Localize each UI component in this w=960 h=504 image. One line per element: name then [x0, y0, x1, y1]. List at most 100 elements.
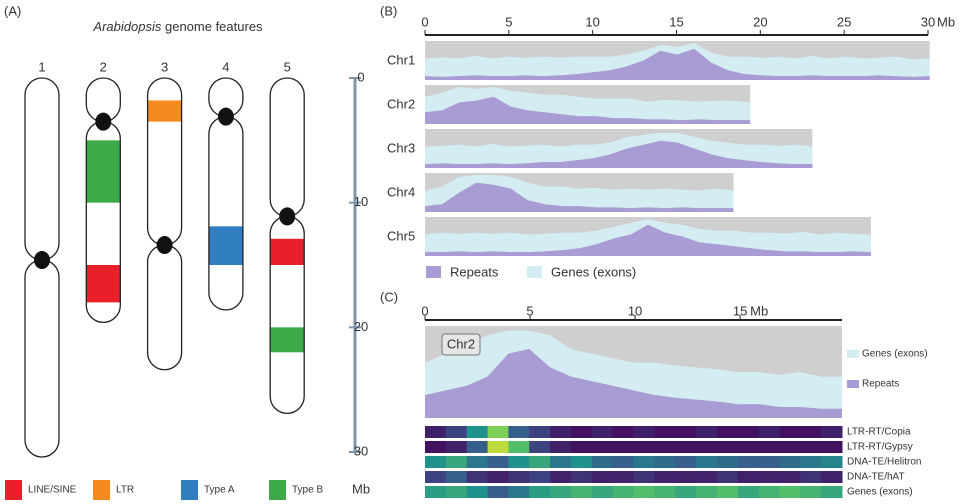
heatmap-cell [737, 486, 760, 498]
heatmap-cell [466, 441, 489, 453]
heatmap-cell [654, 426, 676, 438]
y-tick-label: 10 [354, 194, 368, 209]
repeats-area [425, 224, 871, 256]
heatmap-cell [696, 456, 718, 468]
legend-swatch [93, 480, 110, 500]
band [270, 327, 305, 353]
heatmap-cell [445, 486, 468, 498]
heatmap-cell [550, 486, 572, 498]
track-label: Genes (exons) [847, 487, 913, 498]
heatmap-cell [800, 456, 822, 468]
heatmap-cell [800, 471, 822, 483]
chromosome-arm [208, 116, 243, 310]
legend-label: Type B [292, 485, 323, 496]
x-tick-label: 30 [921, 14, 935, 29]
row-label: Chr5 [387, 228, 415, 243]
heatmap-cell [800, 426, 822, 438]
heatmap-cell [779, 441, 801, 453]
heatmap-cell [445, 456, 468, 468]
title-rest: genome features [165, 19, 263, 34]
legend-label: Repeats [862, 379, 899, 390]
axis-unit: Mb [352, 481, 370, 496]
centromere [34, 251, 50, 270]
heatmap-cell [508, 471, 530, 483]
y-tick-label: 30 [354, 443, 368, 458]
legend-swatch [181, 480, 198, 500]
heatmap-cell [550, 426, 572, 438]
heatmap-cell [612, 441, 634, 453]
x-tick-label: 5 [505, 14, 512, 29]
centromere [95, 112, 112, 131]
chromosome-arm [86, 78, 121, 122]
heatmap-cell [737, 441, 760, 453]
chromosome-arm [25, 260, 59, 457]
heatmap-cell [633, 426, 655, 438]
heatmap-cell [508, 456, 530, 468]
axis-unit: Mb [750, 303, 768, 318]
heatmap-cell [675, 471, 697, 483]
heatmap-cell [633, 441, 655, 453]
y-tick-label: 20 [354, 319, 368, 334]
heatmap-cell [779, 471, 801, 483]
heatmap-cell [508, 426, 530, 438]
genes-area [425, 86, 751, 121]
heatmap-cell [508, 441, 530, 453]
chromosome-arm [147, 245, 182, 370]
heatmap-cell [425, 426, 447, 438]
chromosome-label: 3 [161, 59, 168, 74]
heatmap-cell [529, 456, 551, 468]
heatmap-cell [800, 441, 822, 453]
heatmap-cell [508, 486, 530, 498]
heatmap-cell [487, 426, 509, 438]
repeats-area [425, 349, 842, 418]
heatmap-cell [591, 456, 614, 468]
heatmap-cell [675, 486, 697, 498]
repeats-area [425, 140, 813, 168]
legend-swatch [847, 380, 859, 388]
centromere [279, 207, 296, 226]
heatmap-cell [821, 471, 843, 483]
heatmap-cell [821, 426, 843, 438]
band [86, 265, 121, 303]
heatmap-cell [612, 426, 634, 438]
chromosome-arm [270, 216, 305, 414]
heatmap-cell [696, 471, 718, 483]
heatmap-cell [529, 471, 551, 483]
heatmap-cell [466, 426, 489, 438]
heatmap-cell [612, 456, 634, 468]
band [147, 100, 182, 122]
heatmap-cell [716, 441, 739, 453]
heatmap-cell [800, 486, 822, 498]
x-tick-label: 25 [837, 14, 851, 29]
legend-label: LTR [116, 485, 134, 496]
row-label: Chr3 [387, 140, 415, 155]
legend-swatch [269, 480, 286, 500]
heatmap-cell [821, 486, 843, 498]
heatmap-cell [591, 486, 614, 498]
heatmap-cell [696, 486, 718, 498]
heatmap-cell [487, 456, 509, 468]
heatmap-cell [654, 486, 676, 498]
title-species: Arabidopsis [92, 19, 161, 34]
legend-label: Genes (exons) [862, 349, 928, 360]
heatmap-cell [570, 441, 593, 453]
chart-title: Chr2 [447, 336, 475, 351]
heatmap-cell [737, 426, 760, 438]
heatmap-cell [570, 471, 593, 483]
heatmap-cell [758, 471, 780, 483]
heatmap-cell [696, 441, 718, 453]
heatmap-cell [779, 486, 801, 498]
heatmap-cell [487, 441, 509, 453]
y-tick-label: 0 [357, 69, 364, 84]
heatmap-cell [633, 456, 655, 468]
heatmap-cell [675, 441, 697, 453]
heatmap-cell [487, 486, 509, 498]
heatmap-cell [633, 486, 655, 498]
heatmap-cell [550, 471, 572, 483]
axis-unit: Mb [937, 14, 955, 29]
heatmap-cell [675, 456, 697, 468]
heatmap-cell [425, 471, 447, 483]
band [86, 140, 121, 203]
track-label: LTR-RT/Gypsy [847, 442, 913, 453]
heatmap-cell [570, 456, 593, 468]
